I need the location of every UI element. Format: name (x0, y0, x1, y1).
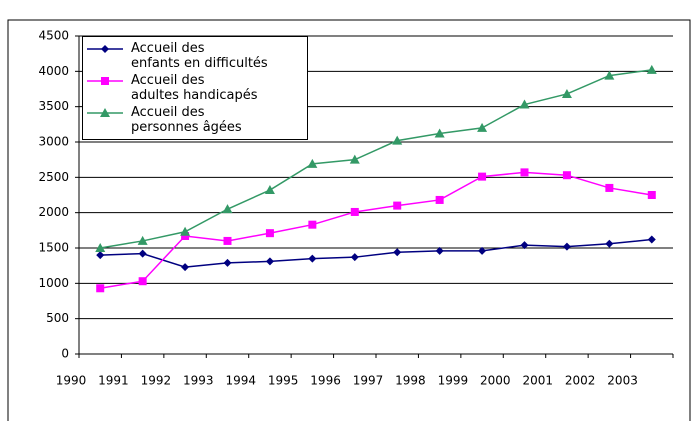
marker (223, 236, 232, 245)
marker (308, 220, 317, 229)
marker (264, 185, 275, 195)
y-tick-label: 4000 (38, 64, 69, 78)
marker (647, 191, 656, 199)
marker (101, 45, 109, 53)
legend-label: Accueil des enfants en difficultés (131, 41, 268, 71)
legend-entry: Accueil des personnes âgées (83, 105, 307, 135)
x-tick-label: 1992 (141, 374, 172, 388)
marker (435, 246, 444, 255)
marker (101, 77, 109, 85)
marker (647, 235, 656, 244)
marker (181, 263, 190, 272)
marker (477, 122, 488, 132)
x-tick-label: 1993 (183, 374, 214, 388)
marker (96, 284, 105, 293)
marker (435, 195, 444, 204)
marker (265, 229, 274, 238)
legend-entry: Accueil des adultes handicapés (83, 73, 307, 103)
x-tick-label: 1998 (395, 374, 426, 388)
marker (604, 70, 615, 80)
marker (561, 88, 572, 98)
marker (393, 201, 402, 210)
legend: Accueil des enfants en difficultés Accuei… (82, 36, 308, 140)
x-tick-label: 1995 (268, 374, 299, 388)
marker (95, 243, 106, 252)
x-tick-label: 2003 (607, 374, 638, 388)
legend-label: Accueil des adultes handicapés (131, 73, 258, 103)
legend-key (87, 45, 123, 53)
marker (350, 207, 359, 216)
marker (478, 246, 487, 255)
marker (562, 242, 571, 251)
marker (520, 241, 529, 250)
marker (605, 183, 614, 192)
x-tick-label: 2002 (565, 374, 596, 388)
y-tick-label: 500 (46, 311, 69, 325)
series-line (100, 69, 652, 249)
marker (562, 171, 571, 180)
y-tick-label: 3000 (38, 135, 69, 149)
marker (180, 226, 191, 236)
series-line (100, 171, 652, 290)
legend-entry: Accueil des enfants en difficultés (83, 41, 307, 71)
marker (307, 158, 318, 168)
x-tick-label: 1997 (353, 374, 384, 388)
marker (96, 251, 105, 260)
y-tick-label: 2000 (38, 205, 69, 219)
x-tick-label: 1994 (225, 374, 256, 388)
y-tick-label: 1500 (38, 241, 69, 255)
marker (100, 108, 110, 117)
y-tick-label: 1000 (38, 276, 69, 290)
y-tick-label: 3500 (38, 99, 69, 113)
marker (265, 257, 274, 266)
marker (222, 204, 233, 214)
x-tick-label: 1991 (98, 374, 129, 388)
marker (223, 258, 232, 267)
x-tick-label: 2001 (522, 374, 553, 388)
y-tick-label: 4500 (38, 29, 69, 43)
x-tick-label: 1996 (310, 374, 341, 388)
marker (520, 168, 529, 177)
chart-frame (7, 19, 691, 421)
y-tick-label: 2500 (38, 170, 69, 184)
y-tick-label: 0 (61, 347, 69, 361)
marker (519, 99, 530, 109)
marker (138, 277, 147, 286)
marker (393, 248, 402, 257)
marker (646, 64, 657, 74)
marker (478, 172, 487, 181)
legend-key (87, 108, 123, 117)
series-line (100, 238, 652, 268)
marker (434, 128, 445, 138)
marker (350, 253, 359, 262)
legend-label: Accueil des personnes âgées (131, 105, 242, 135)
x-tick-label: 1990 (56, 374, 87, 388)
marker (181, 231, 190, 240)
marker (392, 135, 403, 145)
marker (138, 249, 147, 258)
marker (308, 254, 317, 263)
x-tick-label: 2000 (480, 374, 511, 388)
x-tick-label: 1999 (438, 374, 469, 388)
marker (605, 239, 614, 248)
marker (137, 235, 148, 245)
legend-key (87, 77, 123, 85)
marker (349, 154, 360, 164)
